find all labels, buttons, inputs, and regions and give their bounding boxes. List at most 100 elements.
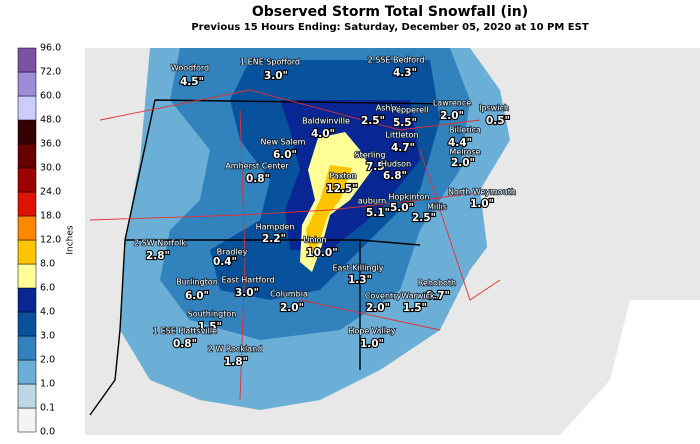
legend-swatch	[17, 239, 37, 265]
place-name: 2 SW Norfolk	[134, 239, 186, 248]
legend-swatch	[17, 263, 37, 289]
legend-swatch	[17, 311, 37, 337]
legend-tick-label: 24.0	[40, 187, 61, 198]
place-name: Littleton	[385, 131, 418, 140]
place-name: North Weymouth	[448, 188, 516, 197]
snow-amount: 2.8"	[146, 250, 170, 262]
snow-amount: 2.0"	[440, 110, 464, 122]
legend-tick-label: 30.0	[40, 163, 61, 174]
place-name: Woodford	[171, 64, 209, 73]
place-name: New Salem	[261, 138, 306, 147]
snow-amount: 3.0"	[235, 287, 259, 299]
place-name: Coventry	[365, 292, 402, 301]
place-name: auburn	[358, 197, 386, 206]
place-name: Melrose	[449, 148, 480, 157]
snow-amount: 2.0"	[280, 302, 304, 314]
legend-tick-label: 60.0	[40, 91, 61, 102]
legend-tick-label: 18.0	[40, 211, 61, 222]
place-name: Burlington	[176, 278, 218, 287]
place-name: 2 W Rockland	[208, 345, 262, 354]
snow-amount: 2.0"	[366, 302, 390, 314]
legend-tick-label: 72.0	[40, 67, 61, 78]
legend-tick-label: 4.0	[40, 307, 55, 318]
place-name: Paxton	[329, 172, 356, 181]
legend-swatch	[17, 359, 37, 385]
legend-swatch	[17, 71, 37, 97]
legend-tick-label: 0.0	[40, 427, 55, 438]
snow-amount: 1.5"	[198, 321, 222, 333]
legend-tick-label: 96.0	[40, 43, 61, 54]
place-name: 1 ESE Plattsville	[153, 327, 217, 336]
place-name: Hopkinton	[388, 193, 429, 202]
legend-swatch	[17, 167, 37, 193]
legend-label: Inches	[66, 225, 76, 255]
place-name: Rehoboth	[418, 279, 456, 288]
legend-tick-label: 3.0	[40, 331, 55, 342]
snow-amount: 5.0"	[390, 202, 414, 214]
place-name: Millis	[427, 203, 447, 212]
place-name: Sterling	[354, 151, 385, 160]
snow-amount: 5.1"	[366, 207, 390, 219]
snow-amount: 0.7"	[426, 290, 450, 302]
place-name: Pepperell	[391, 106, 428, 115]
snow-amount: 4.0"	[311, 128, 335, 140]
snow-amount: 1.0"	[360, 338, 384, 350]
snow-amount: 0.5"	[486, 115, 510, 127]
place-name: 1 ENE Spofford	[240, 58, 300, 67]
snow-amount: 0.4"	[213, 256, 237, 268]
legend-swatch	[17, 47, 37, 73]
snow-amount: 2.0"	[451, 157, 475, 169]
snow-amount: 2.5"	[412, 212, 436, 224]
place-name: Warwick	[401, 292, 435, 301]
ocean	[560, 300, 700, 435]
legend-swatch	[17, 143, 37, 169]
title: Observed Storm Total Snowfall (in)	[252, 4, 528, 20]
legend-tick-label: 0.1	[40, 403, 55, 414]
places: Woodford 4.5" 1 ENE Spofford 3.0" 2 SSE Bedf…	[133, 55, 517, 369]
snow-amount: 1.5"	[403, 302, 427, 314]
place-name: Lawrence	[433, 99, 471, 108]
snow-amount: 1.0"	[470, 198, 494, 210]
snow-amount: 1.3"	[348, 274, 372, 286]
snow-amount: 4.7"	[391, 142, 415, 154]
land	[460, 190, 640, 380]
legend-swatch	[17, 119, 37, 145]
legend-tick-label: 1.0	[40, 379, 55, 390]
snow-amount: 0.8"	[173, 338, 197, 350]
legend-swatch	[17, 215, 37, 241]
snow-amount: 12.5"	[326, 183, 357, 195]
place-name: Hudson	[381, 160, 411, 169]
snow-amount: 2.2"	[262, 233, 286, 245]
legend-tick-label: 6.0	[40, 283, 55, 294]
place-name: Ashby	[376, 104, 401, 113]
place-name: Hampden	[256, 223, 295, 232]
place-name: Southington	[188, 310, 237, 319]
place-name: Billerica	[449, 126, 481, 135]
legend-tick-label: 2.0	[40, 355, 55, 366]
snow-amount: 10.0"	[306, 247, 337, 259]
place-name: East Hartford	[221, 276, 274, 285]
subtitle: Previous 15 Hours Ending: Saturday, Dece…	[191, 22, 589, 33]
state-border	[89, 99, 451, 416]
snow-amount: 4.5"	[180, 76, 204, 88]
snow-amount: 2.5"	[361, 115, 385, 127]
snow-amount: 7.5"	[366, 161, 390, 173]
place-name: 2 SSE Bedford	[368, 56, 425, 65]
legend-swatch	[17, 407, 37, 433]
snow-amount: 3.0"	[264, 70, 288, 82]
legend-swatch	[17, 335, 37, 361]
place-name: Amherst Center	[225, 162, 289, 171]
snow-amount: 4.3"	[393, 67, 417, 79]
legend-swatch	[17, 287, 37, 313]
legend: 0.0 0.1 1.0 2.0 3.0 4.0 6.0 8.0 12.0 18.0 24.0 30.0…	[17, 43, 61, 438]
highway	[89, 89, 501, 401]
legend-tick-label: 8.0	[40, 259, 55, 270]
snow-amount: 0.8"	[246, 173, 270, 185]
legend-tick-label: 12.0	[40, 235, 61, 246]
map	[85, 48, 700, 435]
place-name: Bradley	[217, 248, 248, 257]
place-name: Baldwinville	[302, 117, 350, 126]
snow-amount: 6.0"	[273, 149, 297, 161]
place-name: Union	[303, 236, 326, 245]
